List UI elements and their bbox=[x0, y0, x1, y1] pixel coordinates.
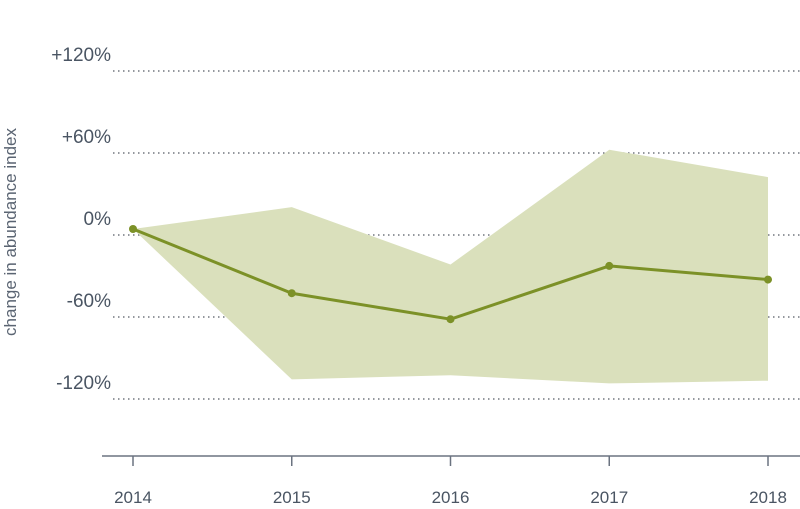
data-point-2017 bbox=[605, 261, 614, 270]
confidence-band-layer bbox=[133, 149, 768, 384]
x-tick-label-2015: 2015 bbox=[273, 488, 311, 507]
data-point-2014 bbox=[129, 225, 137, 233]
confidence-band bbox=[133, 149, 768, 384]
x-tick-label-2014: 2014 bbox=[114, 488, 152, 507]
data-points bbox=[129, 225, 772, 324]
y-tick-label-1: +60% bbox=[62, 127, 111, 148]
y-tick-label-4: -120% bbox=[56, 373, 111, 394]
x-tick-label-2018: 2018 bbox=[749, 488, 787, 507]
x-axis bbox=[102, 455, 800, 466]
y-axis-label: change in abundance index bbox=[1, 128, 20, 336]
data-point-2015 bbox=[287, 289, 296, 298]
y-tick-label-3: -60% bbox=[67, 291, 111, 312]
y-tick-labels: +120% +60% 0% -60% -120% bbox=[51, 45, 111, 394]
y-tick-label-2: 0% bbox=[84, 209, 112, 230]
x-tick-labels: 2014 2015 2016 2017 2018 bbox=[114, 488, 787, 507]
y-tick-label-0: +120% bbox=[51, 45, 111, 66]
x-tick-label-2016: 2016 bbox=[432, 488, 470, 507]
data-point-2018 bbox=[764, 275, 772, 284]
x-tick-label-2017: 2017 bbox=[590, 488, 628, 507]
data-point-2016 bbox=[446, 315, 455, 324]
